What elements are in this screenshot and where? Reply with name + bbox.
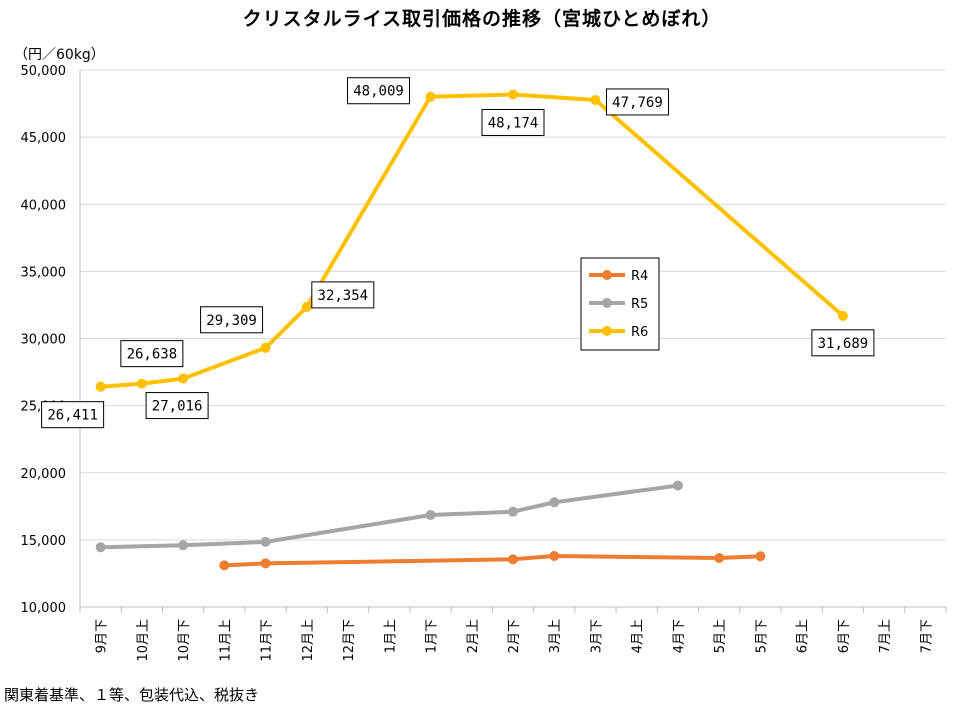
data-label-box [605, 88, 669, 116]
x-tick-label: 5月上 [713, 619, 728, 653]
data-label-box [811, 329, 875, 357]
legend-swatch-marker [602, 270, 612, 280]
data-point-r4 [508, 554, 518, 565]
series-line-r6 [98, 92, 845, 389]
data-point-r5 [260, 536, 271, 547]
x-tick-label: 9月下 [95, 619, 110, 653]
data-point-r6 [178, 373, 189, 384]
data-label-box [120, 340, 184, 368]
x-tick-label: 4月下 [672, 619, 687, 653]
data-point-r5 [425, 510, 436, 521]
x-tick-label: 3月下 [589, 619, 604, 653]
x-tick-label: 6月上 [796, 619, 811, 653]
gridlines [80, 69, 946, 541]
series-lines [95, 89, 848, 571]
data-label-box [311, 281, 375, 309]
data-point-r5 [95, 542, 106, 553]
data-label-text: 29,309 [206, 313, 257, 329]
data-label-box [145, 392, 209, 420]
data-point-r5 [672, 480, 683, 491]
data-point-r4 [755, 551, 766, 562]
data-label-text: 26,638 [127, 347, 178, 363]
y-tick-label: 35,000 [21, 265, 67, 280]
x-tick-label: 12月下 [342, 619, 357, 662]
data-point-r4 [549, 550, 560, 561]
y-tick-labels: 10,00015,00020,00025,00030,00035,00040,0… [21, 64, 67, 616]
x-tick-label: 2月上 [466, 619, 481, 653]
data-point-r6 [425, 91, 436, 102]
series-line-r5 [98, 483, 680, 550]
series-line-r4 [222, 554, 763, 568]
data-point-r6 [301, 301, 312, 312]
data-label-box [347, 77, 411, 105]
data-label-text: 31,689 [818, 336, 869, 352]
y-tick-label: 15,000 [21, 534, 67, 549]
data-label: 26,411 [41, 401, 105, 429]
x-tick-label: 1月上 [383, 619, 398, 653]
data-label-text: 48,174 [488, 116, 539, 132]
data-labels: 26,411 26,638 27,016 29,309 32,354 48,009 48,1… [41, 77, 875, 429]
data-point-r5 [508, 506, 518, 517]
x-tick-label: 6月下 [837, 619, 852, 653]
x-tick-label: 10月下 [177, 619, 192, 662]
data-label: 29,309 [200, 306, 264, 334]
x-tick-label: 11月下 [260, 619, 275, 662]
y-tick-label: 40,000 [21, 198, 67, 213]
x-tick-label: 7月上 [878, 619, 893, 653]
x-tick-label: 7月下 [919, 619, 934, 653]
data-label-text: 27,016 [152, 399, 203, 415]
y-tick-label: 30,000 [21, 333, 67, 348]
data-point-r6 [136, 378, 147, 389]
data-label: 32,354 [311, 281, 375, 309]
data-label-text: 48,009 [353, 84, 404, 100]
data-label-box [481, 109, 545, 137]
legend-entry: R6 [631, 325, 648, 340]
data-label: 48,174 [481, 109, 545, 137]
legend: R4 R5 R6 [580, 257, 660, 351]
legend-entry: R4 [631, 269, 648, 284]
data-label-box [200, 306, 264, 334]
data-point-r6 [590, 94, 601, 105]
x-tick-label: 4月上 [631, 619, 646, 653]
data-label-text: 32,354 [318, 288, 369, 304]
data-point-r4 [260, 558, 271, 569]
data-point-r6 [95, 381, 106, 392]
data-label-text: 47,769 [612, 95, 663, 111]
data-point-r4 [219, 560, 230, 571]
legend-swatch-marker [602, 298, 612, 308]
data-point-r5 [549, 497, 560, 508]
x-tick-label: 2月下 [507, 619, 522, 653]
y-axis-unit-label: （円／60kg） [14, 47, 105, 63]
legend-swatch-marker [602, 326, 612, 336]
chart-title: クリスタルライス取引価格の推移（宮城ひとめぼれ） [242, 8, 722, 30]
data-label: 31,689 [811, 329, 875, 357]
x-tick-label: 3月上 [548, 619, 563, 653]
y-tick-label: 10,000 [21, 601, 67, 616]
data-label: 48,009 [347, 77, 411, 105]
y-tick-label: 20,000 [21, 467, 67, 482]
x-tick-label: 11月上 [218, 619, 233, 662]
x-tick-label: 5月下 [754, 619, 769, 653]
y-tick-label: 45,000 [21, 131, 67, 146]
data-label-text: 26,411 [47, 408, 98, 424]
x-tick-label: 1月下 [425, 619, 440, 653]
data-point-r6 [260, 342, 271, 353]
x-tick-label: 12月上 [301, 619, 316, 662]
data-point-r6 [508, 89, 518, 100]
data-label-box [41, 401, 105, 429]
x-tick-label: 10月上 [136, 619, 151, 662]
data-label: 27,016 [145, 392, 209, 420]
data-label: 47,769 [605, 88, 669, 116]
data-point-r4 [714, 552, 725, 563]
data-label: 26,638 [120, 340, 184, 368]
footnote: 関東着基準、１等、包装代込、税抜き [4, 686, 260, 704]
data-point-r5 [178, 540, 189, 551]
axes [79, 70, 947, 613]
y-tick-label: 50,000 [21, 64, 67, 79]
x-tick-labels: 9月下 10月上 10月下 11月上 11月下 12月上 12月下 1月上 1月下 2月上 2月下 3… [95, 619, 935, 662]
data-point-r6 [837, 310, 848, 321]
legend-entry: R5 [631, 297, 648, 312]
